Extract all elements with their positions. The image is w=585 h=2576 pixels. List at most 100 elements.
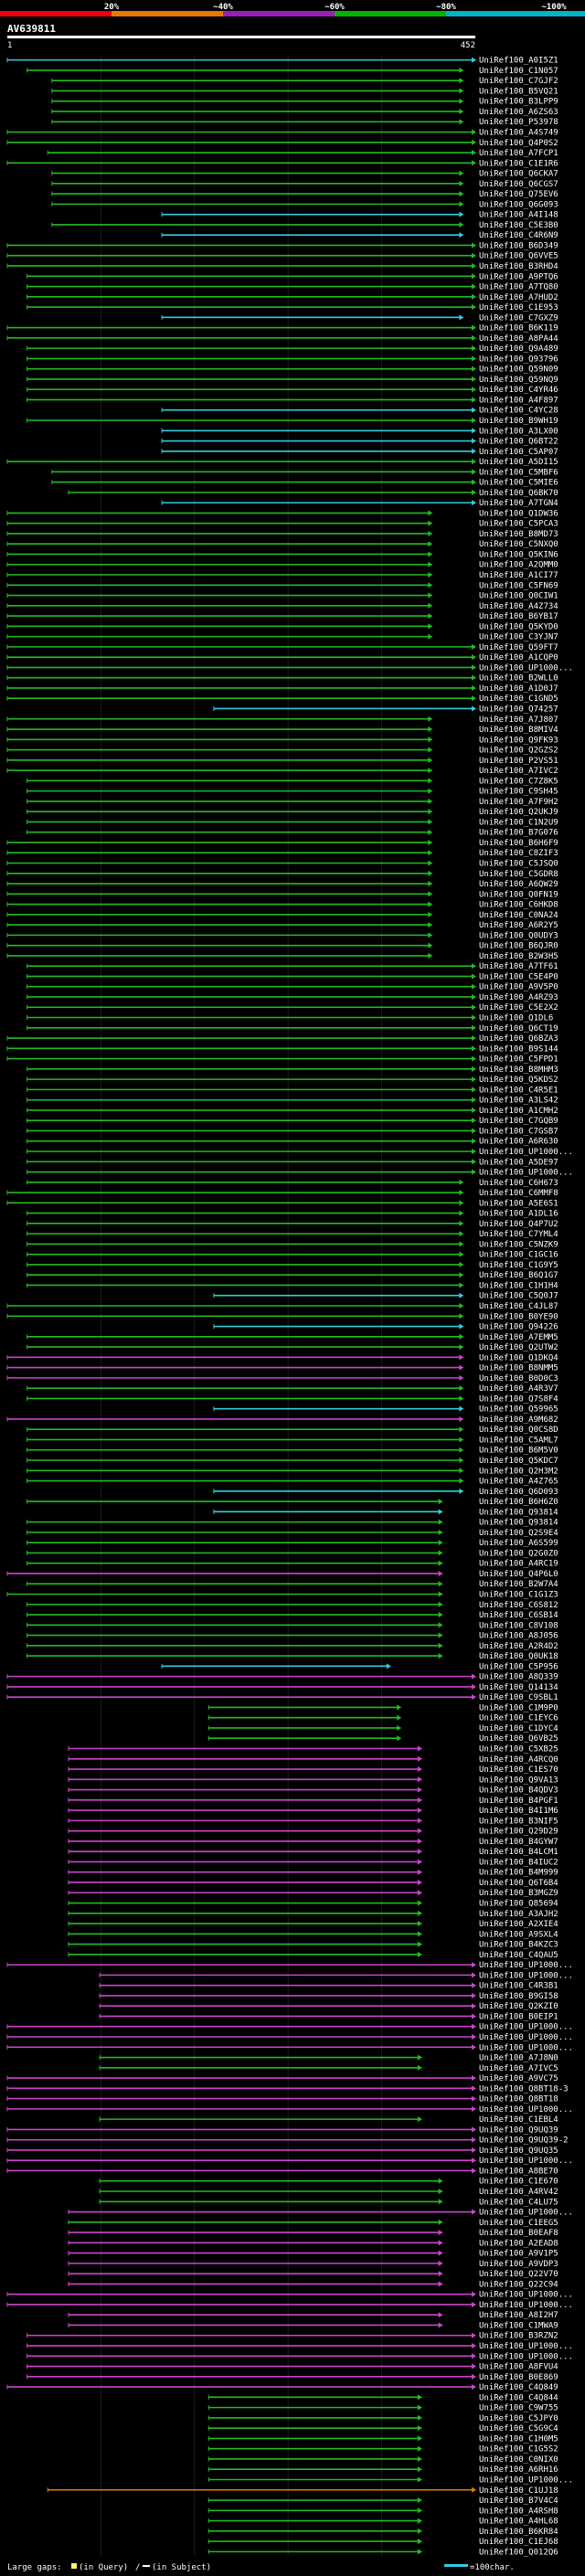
hit-row[interactable]: UniRef100_B0EIP1	[99, 2012, 558, 2021]
hit-label[interactable]: UniRef100_A8PA44	[479, 334, 558, 344]
hit-label[interactable]: UniRef100_Q5KDS2	[479, 1076, 558, 1085]
hit-row[interactable]: UniRef100_A2XIE4	[68, 1920, 558, 1929]
hit-row[interactable]: UniRef100_Q9UQ39-2	[6, 2136, 569, 2146]
hit-label[interactable]: UniRef100_Q8BT18-3	[479, 2084, 569, 2094]
hit-label[interactable]: UniRef100_B7G076	[479, 829, 558, 838]
hit-row[interactable]: UniRef100_B8MIV4	[6, 726, 558, 735]
hit-row[interactable]: UniRef100_UP1000...	[6, 2105, 573, 2115]
hit-row[interactable]: UniRef100_A7J8N0	[99, 2054, 558, 2063]
hit-row[interactable]: UniRef100_C4JL87	[6, 1302, 558, 1311]
hit-label[interactable]: UniRef100_C5JPY0	[479, 2414, 558, 2423]
hit-label[interactable]: UniRef100_Q6CT19	[479, 1024, 558, 1034]
hit-label[interactable]: UniRef100_C5GDR8	[479, 870, 558, 879]
hit-label[interactable]: UniRef100_C5E3B0	[479, 221, 558, 230]
hit-row[interactable]: UniRef100_UP1000...	[6, 2157, 573, 2166]
hit-label[interactable]: UniRef100_Q6G093	[479, 200, 558, 209]
hit-row[interactable]: UniRef100_C5NXQ0	[6, 540, 558, 549]
hit-row[interactable]: UniRef100_Q0CIW1	[6, 592, 558, 601]
hit-label[interactable]: UniRef100_C1EBL4	[479, 2115, 558, 2125]
hit-label[interactable]: UniRef100_C6SB14	[479, 1611, 558, 1620]
hit-label[interactable]: UniRef100_A6R630	[479, 1138, 558, 1147]
hit-label[interactable]: UniRef100_A6ZS63	[479, 108, 558, 117]
hit-row[interactable]: UniRef100_B2W7A4	[27, 1580, 558, 1589]
hit-label[interactable]: UniRef100_Q6CGS7	[479, 180, 558, 189]
hit-label[interactable]: UniRef100_A9VDP3	[479, 2260, 558, 2269]
hit-label[interactable]: UniRef100_C5E4P0	[479, 972, 558, 981]
hit-row[interactable]: UniRef100_C0NIX0	[207, 2455, 558, 2465]
hit-label[interactable]: UniRef100_UP1000...	[479, 2342, 573, 2351]
hit-row[interactable]: UniRef100_A8Q339	[6, 1673, 558, 1682]
hit-row[interactable]: UniRef100_C1EJ68	[207, 2538, 558, 2547]
hit-label[interactable]: UniRef100_Q0UDY3	[479, 931, 558, 940]
hit-row[interactable]: UniRef100_Q1DW36	[6, 509, 558, 518]
hit-row[interactable]: UniRef100_C6MMF8	[6, 1189, 558, 1198]
hit-label[interactable]: UniRef100_C4YC28	[479, 407, 558, 416]
hit-row[interactable]: UniRef100_A2EAD8	[68, 2239, 558, 2248]
hit-row[interactable]: UniRef100_A7FCP1	[47, 149, 558, 158]
hit-row[interactable]: UniRef100_C1E670	[99, 2178, 558, 2187]
hit-row[interactable]: UniRef100_Q59965	[213, 1405, 558, 1415]
hit-row[interactable]: UniRef100_Q2KZI0	[99, 2002, 558, 2011]
hit-row[interactable]: UniRef100_A3AJH2	[68, 1910, 558, 1919]
hit-row[interactable]: UniRef100_B2WLL0	[6, 674, 558, 684]
hit-label[interactable]: UniRef100_Q5KIN6	[479, 550, 558, 559]
hit-label[interactable]: UniRef100_B6KR84	[479, 2528, 558, 2537]
hit-label[interactable]: UniRef100_C4LU75	[479, 2198, 558, 2207]
hit-row[interactable]: UniRef100_C1E953	[27, 303, 558, 313]
hit-row[interactable]: UniRef100_Q2UKJ9	[27, 808, 558, 817]
hit-label[interactable]: UniRef100_Q4P0S2	[479, 139, 558, 148]
hit-label[interactable]: UniRef100_C1UJ18	[479, 2486, 558, 2496]
hit-row[interactable]: UniRef100_A4RSH8	[207, 2507, 558, 2516]
hit-label[interactable]: UniRef100_C1G9Y5	[479, 1261, 558, 1270]
hit-row[interactable]: UniRef100_B6YB17	[6, 612, 558, 621]
hit-label[interactable]: UniRef100_C0NA24	[479, 911, 558, 920]
hit-row[interactable]: UniRef100_A1CQP0	[6, 653, 558, 663]
hit-row[interactable]: UniRef100_C0NA24	[6, 911, 558, 920]
hit-row[interactable]: UniRef100_Q5KIN6	[6, 550, 558, 559]
hit-label[interactable]: UniRef100_A4R3V7	[479, 1384, 558, 1394]
hit-row[interactable]: UniRef100_A4F897	[27, 396, 558, 405]
hit-label[interactable]: UniRef100_C5AP07	[479, 448, 558, 457]
hit-label[interactable]: UniRef100_UP1000...	[479, 2157, 573, 2166]
hit-row[interactable]: UniRef100_C5MIE6	[51, 479, 558, 488]
hit-row[interactable]: UniRef100_A8BE70	[6, 2167, 558, 2176]
hit-row[interactable]: UniRef100_C9SBL1	[6, 1693, 558, 1702]
hit-row[interactable]: UniRef100_C1MWA9	[68, 2321, 558, 2330]
hit-row[interactable]: UniRef100_A8J056	[27, 1632, 558, 1641]
hit-row[interactable]: UniRef100_C1GND5	[6, 694, 558, 704]
hit-label[interactable]: UniRef100_A6QW29	[479, 880, 558, 889]
hit-row[interactable]: UniRef100_C5E4P0	[27, 972, 558, 981]
hit-label[interactable]: UniRef100_A9SXL4	[479, 1930, 558, 1939]
hit-row[interactable]: UniRef100_Q9VA13	[68, 1776, 558, 1785]
hit-label[interactable]: UniRef100_A4HL68	[479, 2518, 558, 2527]
hit-row[interactable]: UniRef100_Q9FK93	[6, 736, 558, 745]
hit-row[interactable]: UniRef100_C7GSB7	[27, 1127, 558, 1136]
hit-row[interactable]: UniRef100_C5FPD1	[6, 1055, 558, 1065]
hit-row[interactable]: UniRef100_Q5KDS2	[27, 1076, 558, 1085]
hit-label[interactable]: UniRef100_B4PGF1	[479, 1797, 558, 1806]
hit-row[interactable]: UniRef100_Q4P7U2	[27, 1220, 558, 1229]
hit-row[interactable]: UniRef100_Q012Q6	[207, 2548, 558, 2557]
hit-label[interactable]: UniRef100_C4R3B1	[479, 1982, 558, 1991]
hit-row[interactable]: UniRef100_A4HL68	[207, 2518, 558, 2527]
hit-label[interactable]: UniRef100_A2EAD8	[479, 2239, 558, 2248]
hit-row[interactable]: UniRef100_Q74257	[213, 705, 558, 714]
hit-row[interactable]: UniRef100_Q85694	[68, 1900, 558, 1909]
hit-row[interactable]: UniRef100_A5E6S1	[6, 1199, 558, 1208]
hit-row[interactable]: UniRef100_Q14134	[6, 1683, 558, 1692]
hit-label[interactable]: UniRef100_C9W755	[479, 2404, 558, 2413]
hit-row[interactable]: UniRef100_A9VDP3	[68, 2260, 558, 2269]
hit-row[interactable]: UniRef100_A8FVU4	[27, 2363, 558, 2372]
hit-row[interactable]: UniRef100_C7GQB9	[27, 1117, 558, 1126]
hit-label[interactable]: UniRef100_A3AJH2	[479, 1910, 558, 1919]
hit-label[interactable]: UniRef100_C5NXQ0	[479, 540, 558, 549]
hit-row[interactable]: UniRef100_Q7S8F4	[27, 1394, 558, 1404]
hit-label[interactable]: UniRef100_C4QAU5	[479, 1951, 558, 1960]
hit-row[interactable]: UniRef100_B0YE90	[6, 1312, 558, 1321]
hit-label[interactable]: UniRef100_B0EIP1	[479, 2012, 558, 2021]
hit-label[interactable]: UniRef100_B6D349	[479, 241, 558, 250]
hit-label[interactable]: UniRef100_Q94226	[479, 1323, 558, 1332]
hit-row[interactable]: UniRef100_B0EAF8	[68, 2229, 558, 2238]
hit-row[interactable]: UniRef100_A6ZS63	[51, 108, 558, 117]
hit-label[interactable]: UniRef100_C7GQB9	[479, 1117, 558, 1126]
